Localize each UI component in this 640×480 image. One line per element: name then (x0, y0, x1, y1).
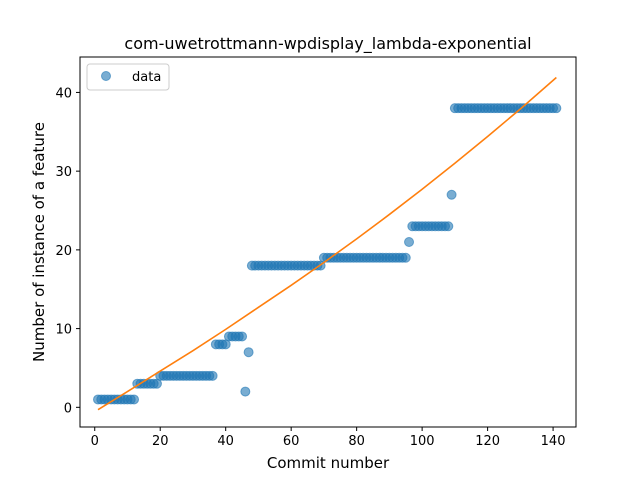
data-point (404, 237, 415, 247)
legend-marker-data (101, 71, 111, 81)
y-tick-label: 0 (64, 401, 72, 416)
x-tick-label: 100 (410, 434, 435, 449)
data-point (551, 103, 562, 114)
x-tick-label: 0 (91, 434, 99, 449)
y-tick-label: 40 (55, 86, 72, 101)
x-tick-label: 40 (217, 434, 234, 449)
data-point (400, 252, 411, 263)
x-tick-label: 60 (283, 434, 300, 449)
y-tick-label: 30 (55, 165, 72, 180)
x-tick-label: 80 (348, 434, 365, 449)
x-axis-label: Commit number (267, 454, 390, 472)
data-point (237, 331, 248, 342)
chart-title: com-uwetrottmann-wpdisplay_lambda-expone… (124, 34, 531, 54)
y-tick-label: 20 (55, 244, 72, 259)
legend-box (86, 63, 170, 91)
x-tick-label: 20 (152, 434, 169, 449)
legend: data (86, 63, 170, 91)
y-tick-label: 10 (55, 323, 72, 338)
x-tick-label: 140 (541, 434, 566, 449)
data-point (240, 386, 251, 397)
legend-label-data: data (132, 70, 161, 85)
x-axis: 0 20 40 60 80 100 120 140 (91, 427, 566, 449)
data-point (243, 347, 254, 358)
plot-area (93, 76, 562, 411)
data-point (207, 370, 218, 381)
fit-line (97, 76, 557, 411)
y-axis-label: Number of instance of a feature (30, 122, 48, 362)
y-axis: 0 10 20 30 40 (55, 86, 80, 416)
data-point (443, 221, 454, 232)
x-tick-label: 120 (475, 434, 500, 449)
axes-frame (79, 56, 577, 428)
data-point (129, 394, 140, 405)
data-point (446, 189, 457, 200)
